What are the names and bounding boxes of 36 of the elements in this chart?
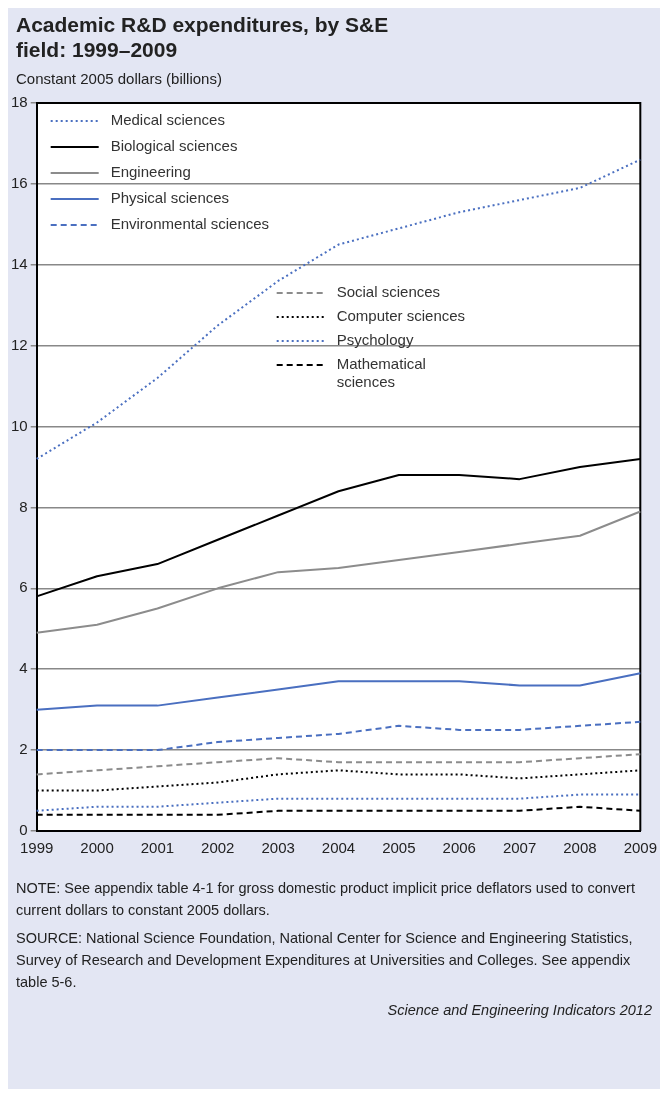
x-tick-label: 2003 <box>261 839 295 857</box>
x-tick-label: 2004 <box>321 839 356 857</box>
y-tick-label: 2 <box>19 740 28 758</box>
line-series <box>35 753 642 776</box>
x-tick-label: 2007 <box>502 839 537 857</box>
x-tick-label: 2001 <box>140 839 175 857</box>
y-tick-label: 4 <box>19 659 28 677</box>
x-tick-label: 2008 <box>563 839 597 857</box>
x-tick-label: 2000 <box>80 839 114 857</box>
legend-label: Computer sciences <box>336 307 466 325</box>
x-tick-label: 2006 <box>442 839 476 857</box>
x-tick-label: 2002 <box>201 839 235 857</box>
y-tick-label: 10 <box>11 416 28 434</box>
legend-label: Physical sciences <box>110 189 230 207</box>
legend-label: Mathematical sciences <box>336 355 426 391</box>
y-tick-label: 12 <box>11 335 28 353</box>
legend-label: Engineering <box>110 163 191 181</box>
x-tick-label: 2005 <box>382 839 416 857</box>
legend-label: Environmental sciences <box>110 215 270 233</box>
y-tick-label: 8 <box>19 497 28 515</box>
text: NOTE: See appendix table 4-1 for gross domestic product implicit price deflators used to convert current dollars to constant 2005 dollars. <box>16 879 636 920</box>
x-tick-label: 1999 <box>20 839 54 857</box>
source-note: SOURCE: National Science Foundation, National Center for Science and Engineering Statistics, Survey of Research and Development Expenditures at Universities and Colleges. See appendix table 5-6. <box>16 929 634 992</box>
y-tick-label: 6 <box>19 578 28 596</box>
legend-label: Medical sciences <box>110 111 225 129</box>
y-tick-label: 16 <box>11 174 28 192</box>
y-axis-title: Constant 2005 dollars (billions) <box>16 70 223 87</box>
legend-label: Biological sciences <box>110 137 238 155</box>
y-tick-label: 0 <box>19 821 28 839</box>
text: Science and Engineering Indicators 2012 <box>386 1001 652 1020</box>
legend-label: Psychology <box>336 331 414 349</box>
legend-label: Social sciences <box>336 283 441 301</box>
x-tick-label: 2009 <box>623 839 657 857</box>
y-tick-label: 14 <box>11 254 28 272</box>
chart-title: Academic R&D expenditures, by S&E field: 1999–2009 <box>15 12 390 62</box>
y-tick-label: 18 <box>11 93 28 111</box>
